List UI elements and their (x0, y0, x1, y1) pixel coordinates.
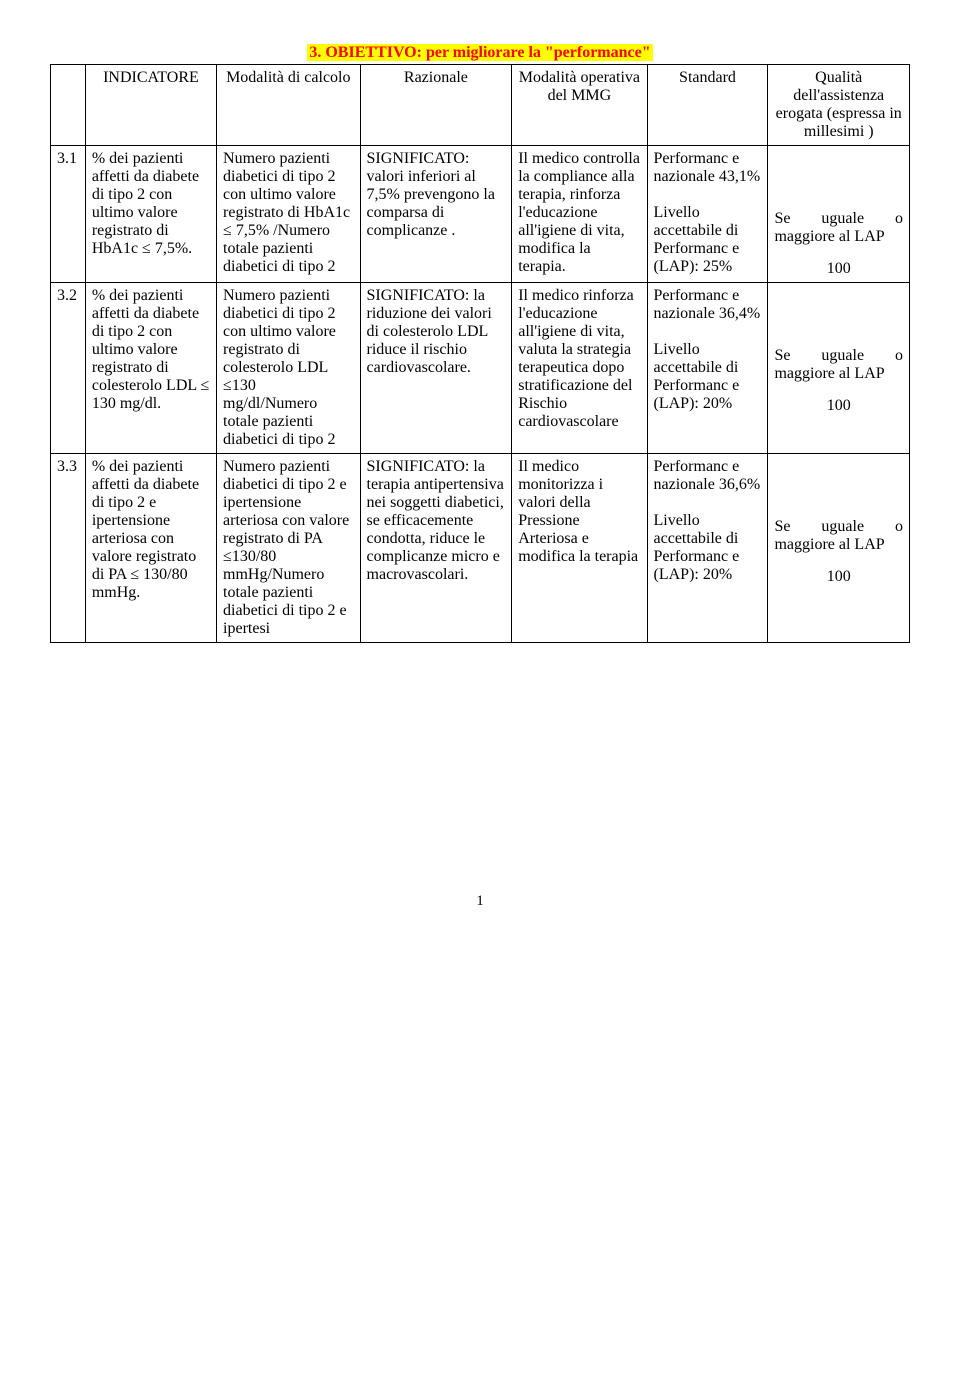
cell-mmg: Il medico monitorizza i valori della Pre… (512, 454, 647, 643)
cell-razionale: SIGNIFICATO: la terapia antipertensiva n… (360, 454, 512, 643)
performance-table: 3. OBIETTIVO: per migliorare la "perform… (50, 40, 910, 643)
col-modalita-calcolo: Modalità di calcolo (217, 65, 361, 146)
cell-qualita: Se uguale o maggiore al LAP 100 (768, 146, 910, 283)
cell-qualita: Se uguale o maggiore al LAP 100 (768, 454, 910, 643)
cell-calcolo: Numero pazienti diabetici di tipo 2 e ip… (217, 454, 361, 643)
col-indicatore: INDICATORE (85, 65, 216, 146)
col-razionale: Razionale (360, 65, 512, 146)
significato-label: SIGNIFICATO (367, 458, 465, 475)
cell-indicatore: % dei pazienti affetti da diabete di tip… (85, 146, 216, 283)
col-modalita-mmg: Modalità operativa del MMG (512, 65, 647, 146)
razionale-text: : la terapia antipertensiva nei soggetti… (367, 458, 504, 583)
table-row: 3.3 % dei pazienti affetti da diabete di… (51, 454, 910, 643)
cell-qualita: Se uguale o maggiore al LAP 100 (768, 283, 910, 454)
significato-label: SIGNIFICATO (367, 150, 465, 167)
cell-indicatore: % dei pazienti affetti da diabete di tip… (85, 283, 216, 454)
section-title: 3. OBIETTIVO: per migliorare la "perform… (307, 44, 652, 61)
cell-razionale: SIGNIFICATO: valori inferiori al 7,5% pr… (360, 146, 512, 283)
table-row: 3.2 % dei pazienti affetti da diabete di… (51, 283, 910, 454)
qualita-text: Se uguale o maggiore al LAP (774, 518, 903, 554)
row-number: 3.2 (51, 283, 86, 454)
cell-indicatore: % dei pazienti affetti da diabete di tip… (85, 454, 216, 643)
cell-standard: Performanc e nazionale 43,1% Livello acc… (647, 146, 768, 283)
cell-standard: Performanc e nazionale 36,4% Livello acc… (647, 283, 768, 454)
col-standard: Standard (647, 65, 768, 146)
significato-label: SIGNIFICATO (367, 287, 465, 304)
header-row: INDICATORE Modalità di calcolo Razionale… (51, 65, 910, 146)
qualita-value: 100 (774, 568, 903, 586)
qualita-text: Se uguale o maggiore al LAP (774, 347, 903, 383)
title-row: 3. OBIETTIVO: per migliorare la "perform… (51, 40, 910, 65)
cell-calcolo: Numero pazienti diabetici di tipo 2 con … (217, 283, 361, 454)
cell-mmg: Il medico controlla la compliance alla t… (512, 146, 647, 283)
qualita-text: Se uguale o maggiore al LAP (774, 210, 903, 246)
cell-razionale: SIGNIFICATO: la riduzione dei valori di … (360, 283, 512, 454)
cell-calcolo: Numero pazienti diabetici di tipo 2 con … (217, 146, 361, 283)
page-number: 1 (50, 893, 910, 910)
qualita-value: 100 (774, 397, 903, 415)
header-blank (51, 65, 86, 146)
cell-mmg: Il medico rinforza l'educazione all'igie… (512, 283, 647, 454)
row-number: 3.3 (51, 454, 86, 643)
cell-standard: Performanc e nazionale 36,6% Livello acc… (647, 454, 768, 643)
table-row: 3.1 % dei pazienti affetti da diabete di… (51, 146, 910, 283)
qualita-value: 100 (774, 260, 903, 278)
row-number: 3.1 (51, 146, 86, 283)
col-qualita: Qualità dell'assistenza erogata (espress… (768, 65, 910, 146)
